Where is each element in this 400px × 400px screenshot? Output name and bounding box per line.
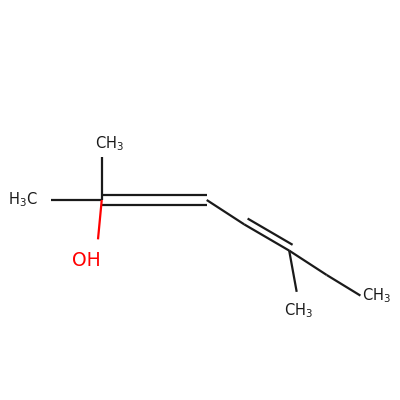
Text: H$_3$C: H$_3$C <box>8 190 38 209</box>
Text: OH: OH <box>72 251 101 270</box>
Text: CH$_3$: CH$_3$ <box>362 286 391 305</box>
Text: CH$_3$: CH$_3$ <box>95 134 124 153</box>
Text: CH$_3$: CH$_3$ <box>284 301 313 320</box>
